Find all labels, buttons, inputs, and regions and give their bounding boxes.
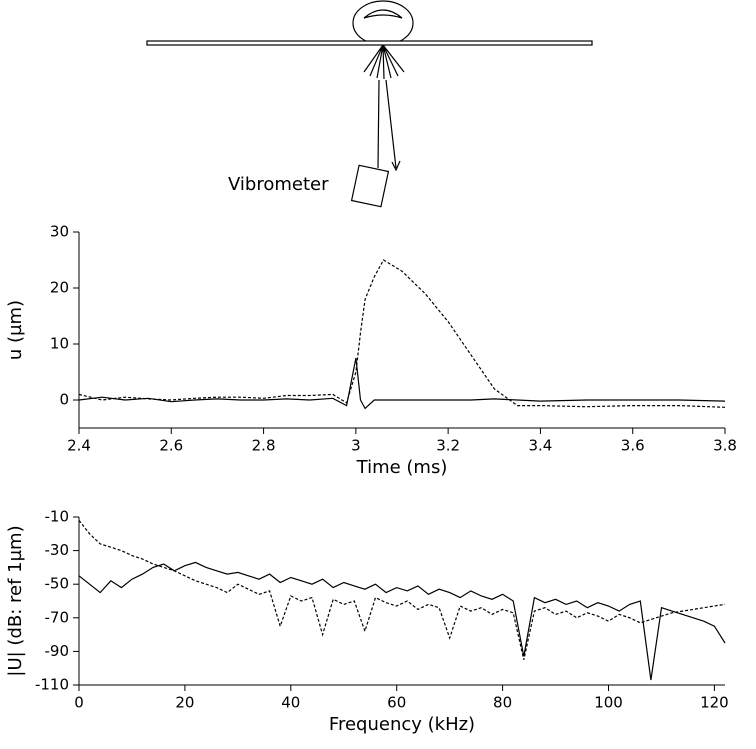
x-axis-label: Time (ms) bbox=[356, 457, 448, 478]
x-tick-label: 100 bbox=[594, 694, 623, 712]
diagram-label: Vibrometer bbox=[228, 174, 329, 195]
diagram bbox=[146, 0, 593, 208]
y-axis-label: u (µm) bbox=[5, 300, 26, 360]
x-tick-label: 20 bbox=[175, 694, 194, 712]
x-tick-label: 3.2 bbox=[436, 437, 460, 455]
y-tick-label: 0 bbox=[59, 391, 69, 409]
x-tick-label: 2.6 bbox=[159, 437, 183, 455]
series-line bbox=[78, 259, 726, 408]
arrowhead bbox=[391, 160, 401, 172]
y-tick-label: -10 bbox=[45, 508, 70, 526]
x-tick-label: 2.4 bbox=[67, 437, 91, 455]
y-tick-label: -30 bbox=[45, 541, 70, 559]
x-tick-label: 3.6 bbox=[621, 437, 645, 455]
y-tick-label: -90 bbox=[45, 642, 70, 660]
x-tick-label: 3.8 bbox=[713, 437, 737, 455]
y-tick-label: -70 bbox=[45, 608, 70, 626]
x-tick-label: 120 bbox=[700, 694, 729, 712]
x-tick-label: 0 bbox=[74, 694, 84, 712]
vibrometer-box bbox=[350, 164, 390, 208]
series-line bbox=[78, 357, 726, 410]
rays bbox=[363, 44, 405, 80]
lens bbox=[363, 9, 403, 19]
y-tick-label: 20 bbox=[50, 279, 69, 297]
x-axis-label: Frequency (kHz) bbox=[329, 714, 475, 735]
series-line bbox=[78, 520, 726, 660]
y-tick-label: -110 bbox=[35, 676, 69, 694]
plate bbox=[146, 40, 593, 46]
y-tick-label: 10 bbox=[50, 335, 69, 353]
y-tick-label: -50 bbox=[45, 575, 70, 593]
x-tick-label: 40 bbox=[281, 694, 300, 712]
y-axis-label: |U| (dB: ref 1µm) bbox=[5, 525, 26, 676]
x-tick-label: 80 bbox=[493, 694, 512, 712]
beam bbox=[377, 79, 397, 169]
x-tick-label: 3 bbox=[351, 437, 361, 455]
x-tick-label: 60 bbox=[387, 694, 406, 712]
series-line bbox=[78, 561, 726, 681]
y-tick-label: 30 bbox=[50, 223, 69, 241]
eye bbox=[352, 0, 414, 46]
x-tick-label: 2.8 bbox=[252, 437, 276, 455]
x-tick-label: 3.4 bbox=[528, 437, 552, 455]
